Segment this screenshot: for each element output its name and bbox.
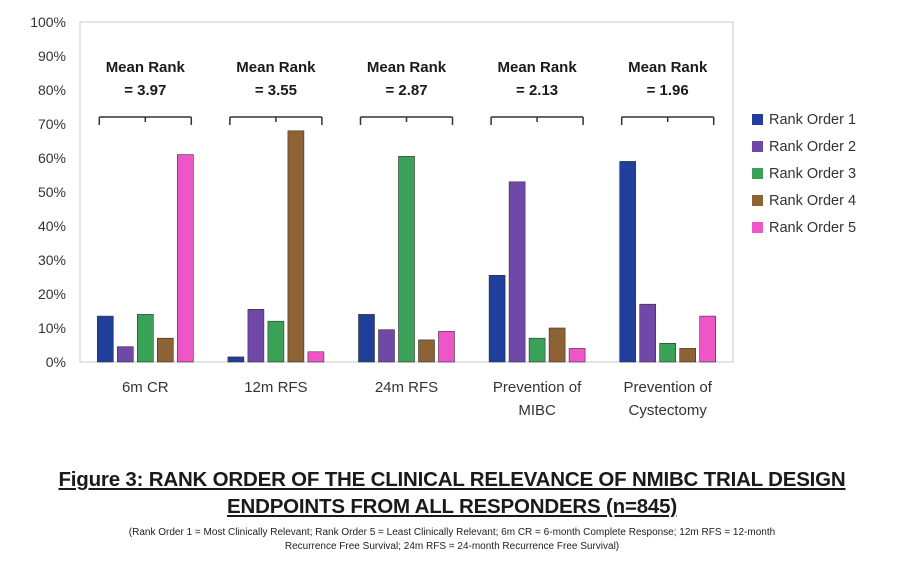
x-tick-label: 12m RFS xyxy=(244,379,307,396)
bar xyxy=(137,314,154,363)
x-tick-label: MIBC xyxy=(518,402,556,419)
legend-swatch xyxy=(752,168,763,179)
bar xyxy=(97,315,114,363)
legend-swatch xyxy=(752,114,763,125)
bar xyxy=(508,181,526,363)
y-tick-label: 70% xyxy=(38,116,66,132)
bar xyxy=(267,320,285,363)
bar xyxy=(699,315,717,363)
mean-rank-label: = 1.96 xyxy=(647,82,689,99)
y-tick-label: 50% xyxy=(38,184,66,200)
legend-swatch xyxy=(752,195,763,206)
mean-rank-label: Mean Rank xyxy=(497,59,577,76)
bar xyxy=(307,351,325,363)
y-tick-label: 80% xyxy=(38,82,66,98)
bar xyxy=(398,156,415,363)
bar xyxy=(679,348,697,363)
bar xyxy=(568,348,586,363)
y-tick-label: 40% xyxy=(38,218,66,234)
bar xyxy=(247,308,265,363)
bar xyxy=(378,329,395,363)
figure-note-line-1: (Rank Order 1 = Most Clinically Relevant… xyxy=(128,527,776,538)
mean-rank-bracket xyxy=(490,116,584,125)
legend-swatch xyxy=(752,222,763,233)
bar xyxy=(619,161,637,363)
mean-rank-label: = 2.13 xyxy=(516,82,558,99)
bar xyxy=(358,314,375,363)
y-tick-label: 10% xyxy=(38,320,66,336)
legend-label: Rank Order 1 xyxy=(769,112,856,128)
bar xyxy=(438,331,455,363)
figure-title: Figure 3: RANK ORDER OF THE CLINICAL REL… xyxy=(0,466,904,520)
x-tick-label: 6m CR xyxy=(122,379,169,396)
bar xyxy=(639,303,657,363)
legend-label: Rank Order 5 xyxy=(769,220,856,236)
bar xyxy=(227,356,245,363)
mean-rank-bracket xyxy=(359,116,454,125)
figure-title-line-2: ENDPOINTS FROM ALL RESPONDERS (n=845) xyxy=(227,495,677,518)
mean-rank-bracket xyxy=(98,116,193,125)
x-tick-label: 24m RFS xyxy=(375,379,438,396)
legend-swatch xyxy=(752,141,763,152)
x-tick-label: Prevention of xyxy=(493,379,582,396)
bar xyxy=(287,130,305,363)
y-tick-label: 100% xyxy=(30,14,66,30)
bar xyxy=(528,337,546,363)
mean-rank-label: = 2.87 xyxy=(385,82,427,99)
bar xyxy=(157,337,174,363)
figure-note-line-2: Recurrence Free Survival; 24m RFS = 24-m… xyxy=(284,541,620,552)
y-tick-label: 90% xyxy=(38,48,66,64)
mean-rank-label: = 3.55 xyxy=(255,82,297,99)
bar xyxy=(418,339,435,363)
mean-rank-label: Mean Rank xyxy=(236,59,316,76)
bar xyxy=(117,346,134,363)
mean-rank-label: Mean Rank xyxy=(106,59,186,76)
legend-label: Rank Order 2 xyxy=(769,139,856,155)
bar xyxy=(488,274,506,363)
figure-note: (Rank Order 1 = Most Clinically Relevant… xyxy=(30,526,874,554)
bar xyxy=(548,327,566,363)
bar-chart: 0% 10% 20% 30% 40% 50% 60% 70% 80% 90% 100% 6m CR 12… xyxy=(30,14,856,419)
mean-rank-label: = 3.97 xyxy=(124,82,166,99)
y-tick-label: 30% xyxy=(38,252,66,268)
figure-title-line-1: Figure 3: RANK ORDER OF THE CLINICAL REL… xyxy=(58,468,846,491)
mean-rank-bracket xyxy=(229,116,323,125)
y-tick-label: 20% xyxy=(38,286,66,302)
legend-label: Rank Order 3 xyxy=(769,166,856,182)
bar xyxy=(177,154,194,363)
y-tick-label: 0% xyxy=(46,354,66,370)
mean-rank-bracket xyxy=(620,116,715,125)
mean-rank-label: Mean Rank xyxy=(628,59,708,76)
x-tick-label: Cystectomy xyxy=(629,402,708,419)
legend-label: Rank Order 4 xyxy=(769,193,856,209)
x-tick-label: Prevention of xyxy=(624,379,713,396)
mean-rank-label: Mean Rank xyxy=(367,59,447,76)
bar xyxy=(659,342,677,363)
y-tick-label: 60% xyxy=(38,150,66,166)
